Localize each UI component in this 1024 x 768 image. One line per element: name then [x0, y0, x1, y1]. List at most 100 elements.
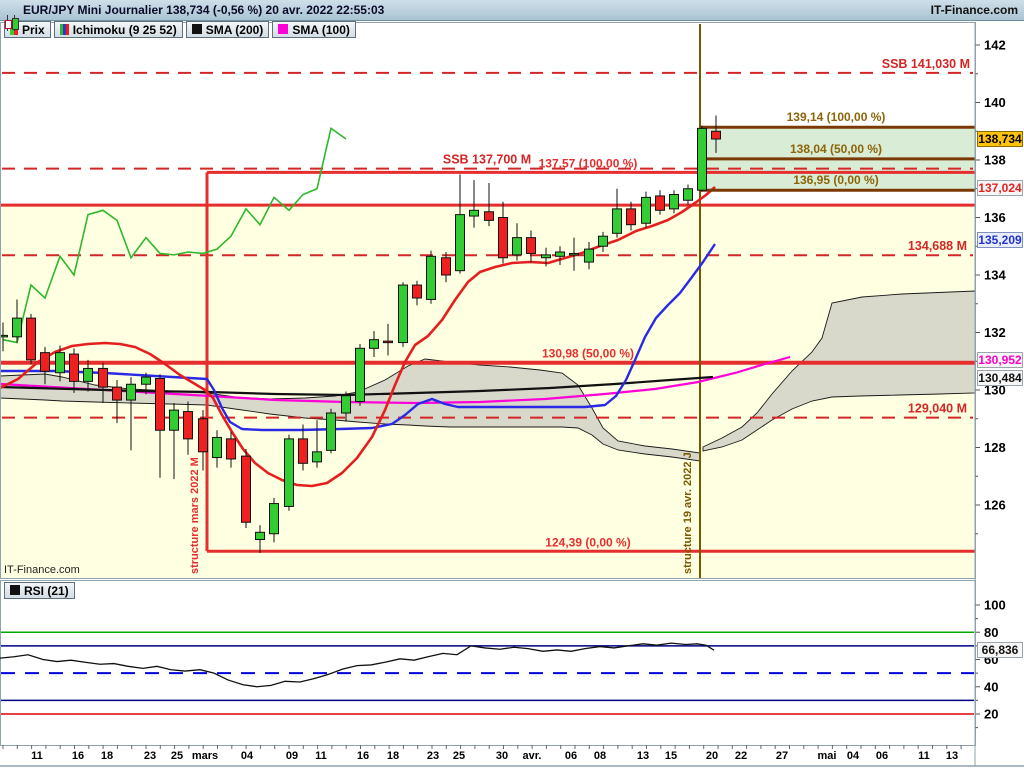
chart-title: EUR/JPY Mini Journalier 138,734 (-0,56 %…	[23, 3, 385, 17]
candle-body	[198, 418, 208, 453]
candle-body	[312, 451, 322, 463]
candle-body	[683, 188, 693, 201]
sma100-icon	[278, 24, 289, 35]
candle-body	[269, 503, 279, 535]
candle-body	[55, 352, 65, 374]
candle-body	[241, 455, 251, 523]
candle-body	[83, 367, 93, 382]
rsi-axis-label: 100	[984, 598, 1006, 613]
rsi-axis-label: 80	[984, 625, 998, 640]
rsi-panel	[0, 580, 976, 746]
fib-level-label: 137,57 (100,00 %)	[539, 156, 638, 170]
price-tag: 130,952	[977, 351, 1023, 368]
x-axis-label: 30	[496, 750, 508, 762]
x-axis-label: 08	[594, 750, 606, 762]
legend-ichimoku-button[interactable]: Ichimoku (9 25 52)	[53, 21, 183, 38]
rsi-legend-row: RSI (21)	[4, 582, 75, 599]
candle-body	[655, 195, 665, 211]
candle-body	[326, 412, 336, 451]
candle-body	[69, 353, 79, 382]
ichimoku-icon	[59, 24, 69, 35]
candle-body	[512, 237, 522, 256]
legend-rsi-label: RSI (21)	[24, 583, 69, 598]
candle-body	[169, 409, 179, 431]
candle-body	[98, 367, 108, 388]
x-axis-label: 27	[776, 750, 788, 762]
ssb-level-label: 129,040 M	[908, 402, 967, 416]
x-axis-label: 13	[637, 750, 649, 762]
candle-body	[40, 352, 50, 372]
price-tag: 137,024	[977, 180, 1023, 197]
ichimoku-tenkan-line	[0, 186, 716, 488]
rsi-axis-label: 20	[984, 707, 998, 722]
legend-sma200-button[interactable]: SMA (200)	[185, 21, 270, 38]
ichimoku-kijun-line	[0, 243, 716, 432]
rsi-icon	[10, 585, 20, 596]
candle-body	[526, 237, 536, 254]
price-axis-label: 128	[984, 440, 1006, 455]
fib-level-label: 130,98 (50,00 %)	[542, 347, 634, 361]
ssb-level-label: SSB 141,030 M	[882, 57, 970, 71]
candle-body	[697, 127, 707, 191]
fib-level-label: 139,14 (100,00 %)	[787, 110, 886, 124]
candle-body	[284, 438, 294, 507]
x-axis-label: 25	[171, 750, 183, 762]
legend-sma100-button[interactable]: SMA (100)	[272, 21, 356, 38]
x-axis-label: avr.	[523, 750, 542, 762]
candle-body	[398, 284, 408, 344]
candle-body	[12, 317, 22, 338]
price-tag: 135,209	[977, 232, 1023, 249]
candle-body	[598, 235, 608, 247]
price-axis-label: 132	[984, 325, 1006, 340]
sma200-icon	[191, 24, 202, 35]
x-axis-label: 04	[241, 750, 254, 762]
itfinance-footer-link[interactable]: IT-Finance.com	[4, 564, 80, 576]
structure-name-label: structure 19 avr. 2022 J	[682, 452, 694, 574]
price-axis-label: 130	[984, 383, 1006, 398]
candle-body	[383, 340, 393, 344]
candle-body	[341, 395, 351, 414]
candle-body	[112, 386, 122, 401]
x-axis-label: 16	[72, 750, 84, 762]
brand-link[interactable]: IT-Finance.com	[930, 3, 1018, 17]
x-axis-label: mai	[818, 750, 837, 762]
candle-body	[584, 248, 594, 263]
candle-body	[212, 436, 222, 459]
candle-body	[412, 284, 422, 299]
candle-body	[369, 339, 379, 349]
candle-body	[555, 251, 565, 257]
fib-level-label: 138,04 (50,00 %)	[790, 142, 882, 156]
candle-body	[541, 254, 551, 259]
candlestick-logo-icon	[5, 3, 19, 31]
candle-body	[612, 208, 622, 234]
candle-body	[426, 255, 436, 300]
x-axis-label: 13	[946, 750, 958, 762]
x-axis-label: 11	[31, 750, 43, 762]
x-axis-label: 23	[144, 750, 156, 762]
candle-body	[441, 257, 451, 276]
price-axis-label: 140	[984, 95, 1006, 110]
price-axis-label: 126	[984, 498, 1006, 513]
candle-body	[26, 317, 36, 361]
ichimoku-chikou-line	[2, 127, 347, 344]
candle-body	[141, 376, 151, 385]
legend-price-label: Prix	[22, 22, 45, 37]
x-axis-label: 06	[565, 750, 577, 762]
legend-sma200-label: SMA (200)	[205, 22, 264, 37]
candle-body	[298, 438, 308, 464]
x-axis-label: 20	[706, 750, 718, 762]
candle-body	[455, 214, 465, 272]
legend-rsi-button[interactable]: RSI (21)	[4, 582, 75, 599]
price-axis-label: 138	[984, 153, 1006, 168]
ssb-level-label: 134,688 M	[908, 239, 967, 253]
x-axis-label: 06	[876, 750, 888, 762]
x-axis-label: 16	[357, 750, 369, 762]
x-axis-label: 22	[735, 750, 747, 762]
legend-sma100-label: SMA (100)	[292, 22, 350, 37]
price-axis-label: 142	[984, 38, 1006, 53]
candle-body	[498, 217, 508, 259]
candle-body	[226, 438, 236, 460]
rsi-curve	[0, 642, 715, 688]
